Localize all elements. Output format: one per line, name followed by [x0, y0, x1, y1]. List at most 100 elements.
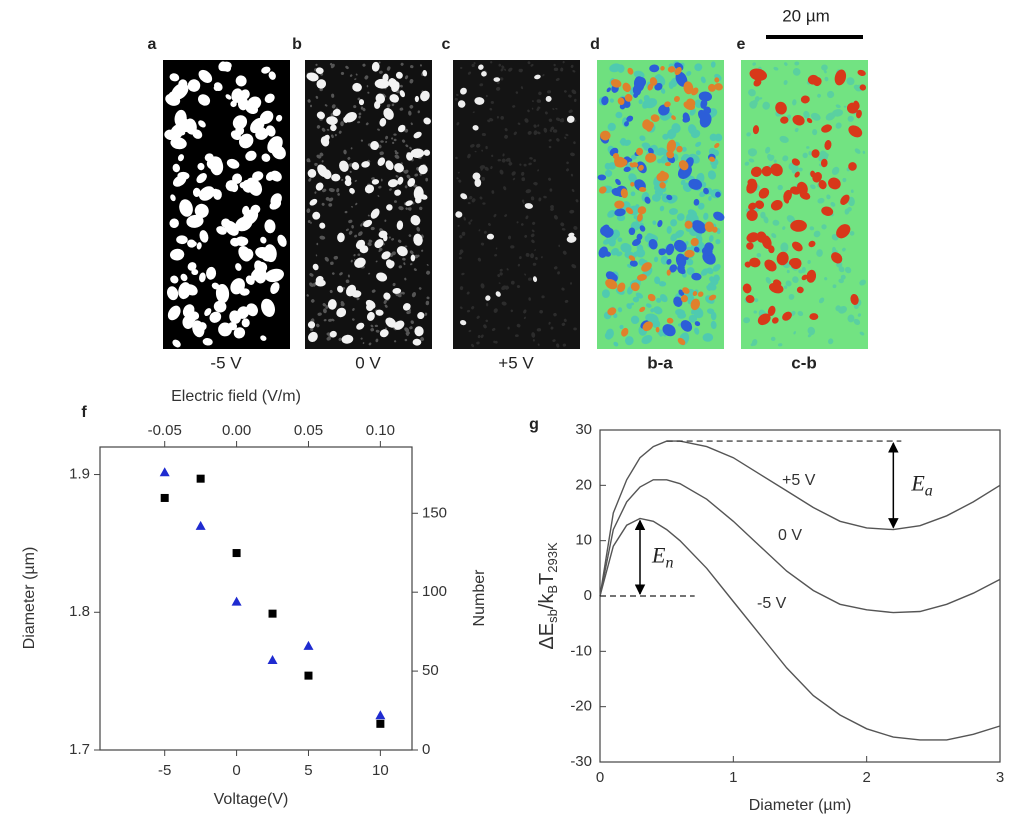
image-spot — [786, 215, 795, 223]
image-spot — [383, 299, 387, 305]
image-spot — [198, 69, 213, 83]
image-spot — [572, 70, 576, 73]
image-spot — [389, 78, 398, 87]
image-spot — [703, 187, 709, 195]
image-spot — [426, 270, 431, 275]
image-spot — [548, 145, 552, 149]
image-spot — [326, 116, 338, 125]
image-spot — [347, 157, 351, 160]
image-spot — [624, 93, 633, 102]
image-spot — [598, 186, 607, 194]
image-spot — [573, 141, 576, 145]
image-spot — [758, 187, 770, 199]
image-spot — [627, 67, 634, 75]
image-spot — [387, 179, 399, 188]
image-spot — [542, 74, 545, 77]
image-spot — [459, 251, 463, 255]
image-spot — [600, 130, 611, 141]
image-spot — [768, 245, 775, 254]
image-spot — [657, 158, 662, 164]
image-spot — [573, 327, 577, 331]
image-spot — [552, 108, 555, 111]
image-spot — [198, 120, 206, 128]
image-spot — [657, 219, 663, 228]
image-spot — [848, 162, 857, 171]
image-spot — [666, 150, 675, 159]
triangle-marker — [375, 710, 386, 720]
image-spot — [471, 198, 476, 203]
image-spot — [710, 61, 716, 68]
image-spot — [404, 169, 409, 174]
image-spot — [476, 341, 480, 345]
image-spot — [617, 307, 623, 313]
image-spot — [421, 249, 424, 252]
image-spot — [568, 109, 573, 114]
image-spot — [498, 63, 502, 67]
image-spot — [620, 243, 632, 253]
image-spot — [792, 241, 803, 252]
image-spot — [210, 157, 224, 176]
image-spot — [520, 223, 524, 226]
image-spot — [537, 106, 541, 109]
square-marker — [196, 474, 205, 483]
image-spot — [697, 202, 705, 210]
image-spot — [354, 78, 357, 80]
image-spot — [388, 236, 391, 239]
image-spot — [614, 208, 626, 217]
image-spot — [333, 255, 339, 260]
image-spot — [544, 111, 548, 115]
image-spot — [460, 193, 468, 200]
image-spot — [489, 117, 494, 122]
image-spot — [638, 275, 645, 281]
image-spot — [785, 280, 792, 287]
image-spot — [765, 146, 771, 154]
image-spot — [385, 160, 394, 171]
image-spot — [520, 86, 524, 90]
image-spot — [665, 243, 675, 256]
image-spot — [178, 79, 188, 89]
image-spot — [808, 240, 816, 248]
image-spot — [323, 308, 327, 314]
y-tick-label: 20 — [575, 476, 592, 493]
annotation-symbol: E — [651, 542, 666, 567]
triangle-marker — [267, 655, 278, 665]
image-spot — [622, 82, 631, 93]
image-spot — [746, 209, 758, 221]
image-spot — [414, 95, 419, 103]
image-spot — [206, 266, 217, 280]
image-spot — [647, 147, 654, 155]
image-spot — [354, 179, 357, 182]
image-spot — [521, 171, 525, 176]
image-spot — [659, 294, 668, 303]
image-spot — [363, 219, 373, 228]
image-spot — [790, 186, 801, 195]
image-spot — [394, 154, 400, 159]
image-spot — [809, 313, 819, 321]
image-spot — [172, 339, 181, 348]
image-spot — [454, 97, 459, 101]
image-spot — [336, 188, 340, 193]
image-spot — [711, 279, 719, 286]
image-spot — [323, 319, 327, 322]
image-spot — [341, 334, 354, 344]
image-spot — [176, 235, 188, 245]
x-axis-label: Voltage(V) — [214, 791, 289, 808]
image-spot — [246, 303, 258, 317]
image-spot — [397, 294, 402, 298]
image-spot — [850, 189, 854, 194]
image-spot — [496, 115, 500, 119]
image-spot — [331, 318, 335, 322]
image-spot — [533, 181, 538, 186]
image-spot — [310, 221, 312, 224]
image-spot — [457, 171, 460, 174]
image-spot — [523, 316, 526, 320]
image-spot — [238, 133, 254, 149]
image-spot — [564, 136, 567, 139]
image-spot — [530, 63, 534, 67]
image-spot — [655, 326, 660, 333]
image-spot — [703, 106, 712, 115]
image-spot — [806, 118, 813, 124]
image-spot — [533, 124, 537, 128]
image-spot — [543, 127, 548, 133]
image-spot — [409, 104, 414, 109]
